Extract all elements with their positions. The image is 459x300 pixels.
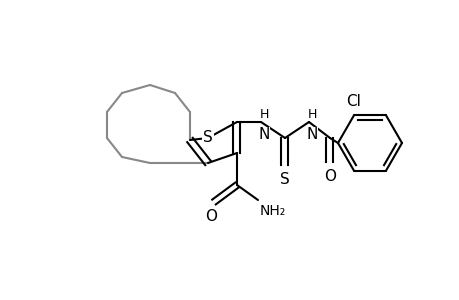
Text: Cl: Cl: [346, 94, 361, 109]
Text: H: H: [259, 108, 268, 121]
Text: O: O: [323, 169, 335, 184]
Text: NH₂: NH₂: [259, 204, 285, 218]
Text: N: N: [258, 127, 269, 142]
Text: O: O: [205, 209, 217, 224]
Text: N: N: [306, 127, 317, 142]
Text: S: S: [280, 172, 289, 187]
Text: S: S: [203, 130, 213, 145]
Text: H: H: [307, 108, 316, 121]
